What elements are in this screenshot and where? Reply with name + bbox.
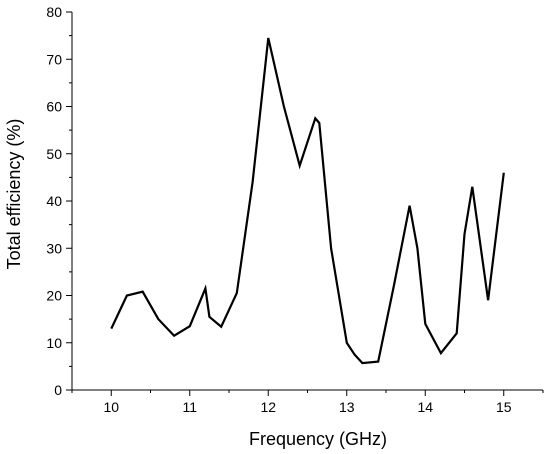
- y-axis-ticks: 0 10 20 30 40 50 60 70 80: [46, 4, 72, 398]
- y-tick-label: 50: [46, 146, 62, 162]
- x-tick-label: 15: [496, 399, 512, 415]
- y-tick-label: 20: [46, 288, 62, 304]
- y-tick-label: 60: [46, 99, 62, 115]
- x-axis-label: Frequency (GHz): [249, 429, 387, 449]
- y-axis-label: Total efficiency (%): [4, 119, 24, 270]
- x-tick-label: 13: [339, 399, 355, 415]
- x-tick-label: 14: [417, 399, 433, 415]
- x-tick-label: 10: [103, 399, 119, 415]
- x-tick-label: 11: [182, 399, 197, 415]
- efficiency-series-line: [110, 37, 505, 365]
- y-tick-label: 10: [46, 335, 62, 351]
- series-group: [110, 37, 505, 365]
- y-tick-label: 80: [46, 4, 62, 20]
- y-tick-label: 30: [46, 240, 62, 256]
- x-tick-label: 12: [260, 399, 276, 415]
- y-tick-label: 40: [46, 193, 62, 209]
- axes: [71, 12, 543, 391]
- x-axis-ticks: 10 11 12 13 14 15: [71, 390, 544, 415]
- y-tick-label: 0: [54, 382, 62, 398]
- y-tick-label: 70: [46, 51, 62, 67]
